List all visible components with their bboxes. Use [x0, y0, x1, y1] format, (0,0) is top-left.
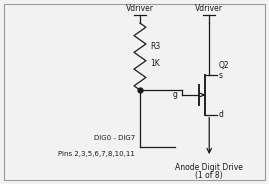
Text: Vdriver: Vdriver: [195, 4, 223, 13]
Text: d: d: [218, 110, 223, 119]
Text: Q2: Q2: [218, 61, 229, 70]
Text: Vdriver: Vdriver: [126, 4, 154, 13]
Text: (1 of 8): (1 of 8): [195, 171, 223, 180]
Text: Pins 2,3,5,6,7,8,10,11: Pins 2,3,5,6,7,8,10,11: [58, 151, 135, 157]
Text: g: g: [173, 91, 178, 100]
Text: DIG0 - DIG7: DIG0 - DIG7: [94, 135, 135, 141]
Text: 1K: 1K: [150, 59, 160, 68]
Text: Anode Digit Drive: Anode Digit Drive: [175, 163, 243, 172]
Text: s: s: [218, 71, 222, 80]
Text: R3: R3: [150, 42, 160, 51]
